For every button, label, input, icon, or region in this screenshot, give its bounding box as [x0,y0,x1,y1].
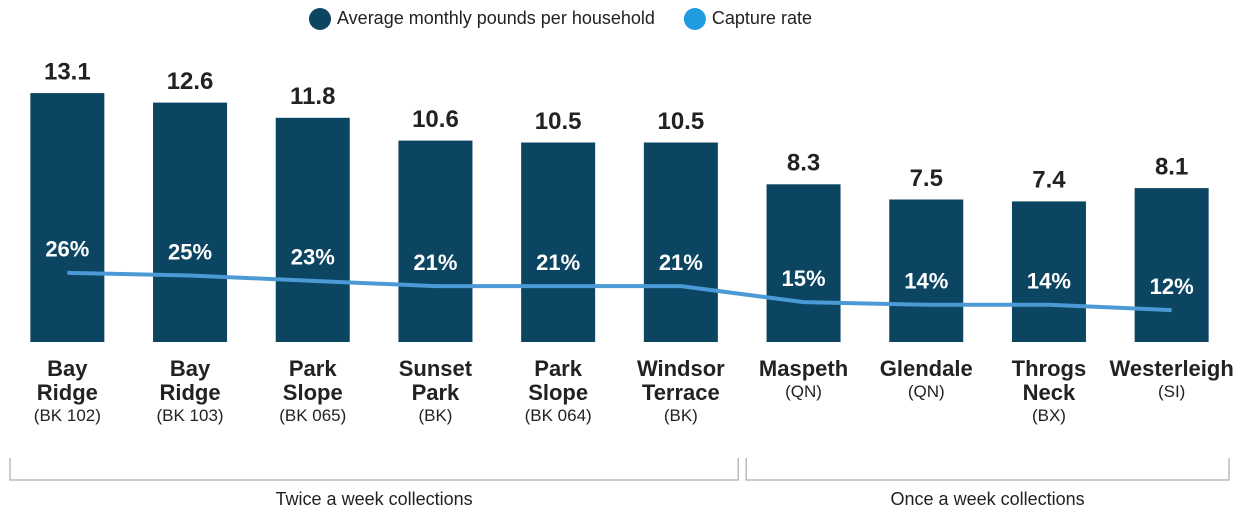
category-code: (BK 064) [524,406,592,425]
line-value-label: 21% [536,250,580,275]
category-label: Glendale (QN) [865,357,987,403]
category-label: Windsor Terrace (BK) [620,357,742,427]
group-label: Twice a week collections [276,489,473,509]
category-code: (SI) [1157,382,1186,401]
legend-label: Average monthly pounds per household [337,8,655,28]
category-name: Park Slope [528,356,589,405]
category-name: Westerleigh [1109,356,1234,381]
category-name: Windsor Terrace [636,356,725,405]
line-value-label: 21% [659,250,703,275]
category-name: Glendale [879,356,973,381]
line-value-label: 14% [904,269,948,294]
bar-value-label: 12.6 [167,68,214,95]
category-label: Park Slope (BK 065) [252,357,374,427]
bar-value-label: 13.1 [44,58,91,85]
capture-rate-line [67,270,1172,313]
line-value-label: 14% [1027,269,1071,294]
category-label: Bay Ridge (BK 103) [129,357,251,427]
category-name: Throgs Neck [1011,356,1087,405]
category-name: Bay Ridge [159,356,221,405]
bar-value-label: 10.6 [412,106,459,133]
bar-value-label: 7.4 [1032,167,1066,194]
category-name: Sunset Park [398,356,473,405]
bar-value-label: 8.3 [787,150,820,177]
line-value-label: 23% [291,245,335,270]
bar-value-label: 10.5 [535,108,582,135]
category-label: Throgs Neck (BX) [988,357,1110,427]
bar-value-label: 11.8 [290,83,335,110]
category-code: (BK) [663,406,698,425]
category-label: Maspeth (QN) [743,357,865,403]
line-value-label: 12% [1150,274,1194,299]
category-name: Maspeth [758,356,849,381]
bar [766,184,841,342]
category-code: (BK) [418,406,453,425]
category-code: (BK 102) [33,406,101,425]
category-code: (QN) [785,382,822,401]
category-label: Sunset Park (BK) [374,357,496,427]
category-code: (QN) [907,382,945,401]
line-value-label: 25% [168,239,212,264]
legend-label: Capture rate [712,8,812,28]
line-value-label: 15% [782,266,826,291]
bar [521,142,596,342]
category-label: Park Slope (BK 064) [497,357,619,427]
category-name: Bay Ridge [36,356,98,405]
bar [1134,188,1209,342]
bar [275,117,350,342]
group-bracket [9,458,739,481]
bar [889,199,964,342]
line-value-label: 21% [413,250,457,275]
category-code: (BK 065) [279,406,347,425]
bar [643,142,718,342]
group-label: Once a week collections [891,489,1085,509]
bar [1011,201,1086,342]
category-name: Park Slope [282,356,343,405]
category-label: Bay Ridge (BK 102) [6,357,128,427]
category-code: (BX) [1031,406,1066,425]
category-label: Westerleigh (SI) [1109,356,1234,403]
bar [153,102,228,342]
bar-value-label: 7.5 [910,165,943,192]
group-bracket [745,458,1230,481]
line-value-label: 26% [45,237,89,262]
legend-swatch [309,8,331,30]
bar [398,140,473,342]
legend-swatch [683,8,706,30]
bar-value-label: 10.5 [657,108,704,135]
category-code: (BK 103) [156,406,224,425]
bar [30,93,105,342]
bar-value-label: 8.1 [1155,153,1188,180]
